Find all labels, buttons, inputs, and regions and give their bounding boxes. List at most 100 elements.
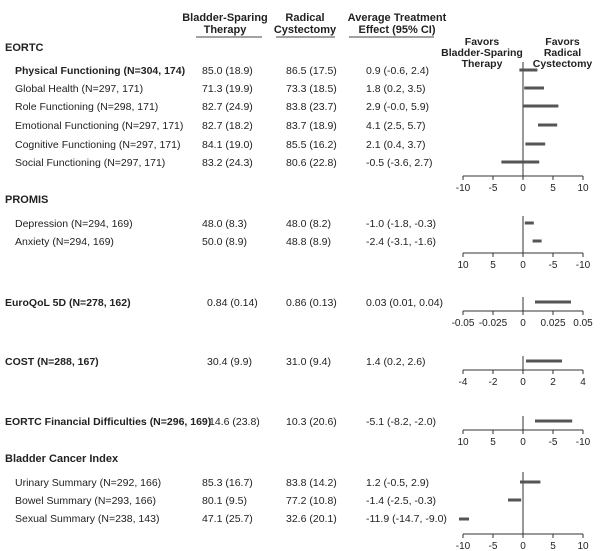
favors-radical-cystectomy-label: Favors Radical Cystectomy <box>525 37 600 70</box>
cell-bladder-sparing: 82.7 (24.9) <box>202 101 253 113</box>
x-tick-label: -4 <box>459 377 468 388</box>
cell-radical: 80.6 (22.8) <box>286 157 337 169</box>
row-label: Global Health (N=297, 171) <box>15 83 144 95</box>
x-tick-label: 0 <box>520 318 526 329</box>
row-label: Social Functioning (N=297, 171) <box>15 157 166 169</box>
x-tick-label: 5 <box>490 260 496 271</box>
cell-ate: -1.4 (-2.5, -0.3) <box>366 495 437 507</box>
x-tick-label: -10 <box>576 437 591 448</box>
cell-bladder-sparing: 50.0 (8.9) <box>202 236 247 248</box>
cell-ate: 0.9 (-0.6, 2.4) <box>366 65 430 77</box>
x-tick-label: -10 <box>456 183 471 194</box>
cell-radical: 85.5 (16.2) <box>286 139 337 151</box>
header-text: Cystectomy <box>273 24 337 36</box>
x-tick-label: 0 <box>520 260 526 271</box>
cell-radical: 86.5 (17.5) <box>286 65 337 77</box>
forest-panel: 10 5 0 -5 -10 <box>457 416 591 448</box>
cell-radical: 73.3 (18.5) <box>286 83 337 95</box>
section-title-promis: PROMIS <box>5 194 49 206</box>
x-tick-label: -2 <box>489 377 498 388</box>
row-label: Sexual Summary (N=238, 143) <box>15 513 160 525</box>
x-tick-label: -5 <box>489 183 498 194</box>
cell-bladder-sparing: 84.1 (19.0) <box>202 139 253 151</box>
row-label: Urinary Summary (N=292, 166) <box>15 477 162 489</box>
cell-radical: 83.8 (23.7) <box>286 101 337 113</box>
row-label: Physical Functioning (N=304, 174) <box>15 65 186 77</box>
cell-bladder-sparing: 85.3 (16.7) <box>202 477 253 489</box>
cell-ate: 2.9 (-0.0, 5.9) <box>366 101 430 113</box>
cell-bladder-sparing: 14.6 (23.8) <box>209 416 260 428</box>
cell-ate: 1.8 (0.2, 3.5) <box>366 83 426 95</box>
x-tick-label: -10 <box>576 260 591 271</box>
row-label: Emotional Functioning (N=297, 171) <box>15 120 184 132</box>
favors-text: Radical <box>543 47 582 59</box>
favors-text: Favors <box>464 36 500 48</box>
header-text: Effect (95% CI) <box>358 24 436 36</box>
cell-radical: 31.0 (9.4) <box>286 356 331 368</box>
row-label: EORTC Financial Difficulties (N=296, 169… <box>5 416 212 428</box>
cell-bladder-sparing: 85.0 (18.9) <box>202 65 253 77</box>
cell-bladder-sparing: 0.84 (0.14) <box>207 297 258 309</box>
cell-bladder-sparing: 47.1 (25.7) <box>202 513 253 525</box>
cell-ate: -2.4 (-3.1, -1.6) <box>366 236 437 248</box>
x-tick-label: 10 <box>457 260 469 271</box>
favors-text: Bladder-Sparing <box>441 47 523 59</box>
x-tick-label: 5 <box>550 541 556 551</box>
x-tick-label: 5 <box>490 437 496 448</box>
forest-panel: 10 5 0 -5 -10 <box>457 216 591 271</box>
favors-bladder-sparing-label: Favors Bladder-Sparing Therapy <box>432 37 532 70</box>
x-tick-label: 10 <box>457 437 469 448</box>
header-average-treatment-effect: Average Treatment Effect (95% CI) <box>342 12 452 36</box>
cell-radical: 83.7 (18.9) <box>286 120 337 132</box>
row-label: Bowel Summary (N=293, 166) <box>15 495 156 507</box>
cell-ate: -5.1 (-8.2, -2.0) <box>366 416 437 428</box>
x-tick-label: 5 <box>550 183 556 194</box>
cell-ate: 4.1 (2.5, 5.7) <box>366 120 426 132</box>
cell-bladder-sparing: 48.0 (8.3) <box>202 218 247 230</box>
forest-panel: -0.05 -0.025 0 0.025 0.05 <box>452 297 593 329</box>
cell-radical: 77.2 (10.8) <box>286 495 337 507</box>
row-label: COST (N=288, 167) <box>5 356 99 368</box>
x-tick-label: 0.05 <box>573 318 593 329</box>
row-label: EuroQoL 5D (N=278, 162) <box>5 297 131 309</box>
header-text: Therapy <box>203 24 247 36</box>
x-tick-label: 10 <box>577 541 589 551</box>
x-tick-label: -5 <box>489 541 498 551</box>
header-text: Bladder-Sparing <box>182 12 268 24</box>
cell-ate: 2.1 (0.4, 3.7) <box>366 139 426 151</box>
row-label: Role Functioning (N=298, 171) <box>15 101 159 113</box>
favors-text: Therapy <box>461 58 503 70</box>
cell-bladder-sparing: 71.3 (19.9) <box>202 83 253 95</box>
favors-text: Cystectomy <box>532 58 593 70</box>
x-tick-label: -5 <box>549 260 558 271</box>
x-tick-label: 0 <box>520 183 526 194</box>
x-tick-label: -0.025 <box>479 318 508 329</box>
cell-radical: 48.8 (8.9) <box>286 236 331 248</box>
cell-radical: 83.8 (14.2) <box>286 477 337 489</box>
cell-radical: 10.3 (20.6) <box>286 416 337 428</box>
row-label: Depression (N=294, 169) <box>15 218 133 230</box>
cell-ate: 0.03 (0.01, 0.04) <box>366 297 444 309</box>
x-tick-label: 0 <box>520 377 526 388</box>
section-title-bladder-cancer-index: Bladder Cancer Index <box>5 453 119 465</box>
header-text: Radical <box>285 12 325 24</box>
cell-bladder-sparing: 82.7 (18.2) <box>202 120 253 132</box>
x-tick-label: -10 <box>456 541 471 551</box>
cell-radical: 48.0 (8.2) <box>286 218 331 230</box>
forest-panel: -4 -2 0 2 4 <box>459 356 586 388</box>
cell-bladder-sparing: 80.1 (9.5) <box>202 495 247 507</box>
x-tick-label: 0 <box>520 541 526 551</box>
section-title-eortc: EORTC <box>5 42 44 54</box>
header-text: Average Treatment <box>347 12 447 24</box>
header-bladder-sparing: Bladder-Sparing Therapy <box>180 12 270 36</box>
x-tick-label: -5 <box>549 437 558 448</box>
favors-text: Favors <box>545 36 580 48</box>
x-tick-label: 0 <box>520 437 526 448</box>
row-label: Cognitive Functioning (N=297, 171) <box>15 139 181 151</box>
cell-ate: -1.0 (-1.8, -0.3) <box>366 218 437 230</box>
forest-panel: -10 -5 0 5 10 <box>456 62 589 194</box>
cell-ate: 1.2 (-0.5, 2.9) <box>366 477 430 489</box>
cell-ate: -0.5 (-3.6, 2.7) <box>366 157 433 169</box>
